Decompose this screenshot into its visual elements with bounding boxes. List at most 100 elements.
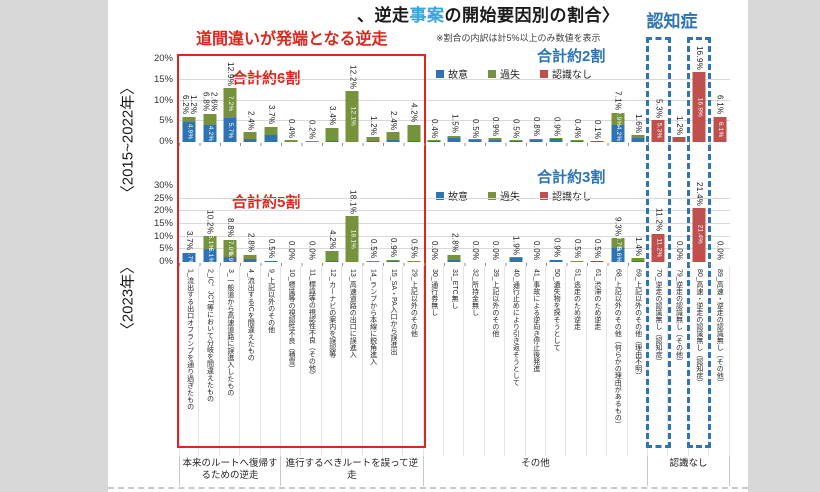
bar <box>345 186 359 262</box>
bar-column-68: 7.1% 2.9% 4.2% <box>607 59 627 142</box>
x-group-label: 認識なし <box>648 456 730 486</box>
bar-value-label: 8.8% <box>226 218 235 237</box>
bar-segment-negligence <box>549 138 563 140</box>
bar-segment-negligence <box>611 238 625 248</box>
bar-value-text: 0.9% <box>552 238 562 258</box>
x-axis-group-labels: 本来のルートへ復帰するための逆走 進行するべきルートを誤って逆走 その他 認識なし <box>179 456 730 486</box>
bar-segment-value: 5.1% <box>206 247 214 264</box>
x-category-label: 30_通行券無し <box>424 266 445 456</box>
bar-value-label: 0.4% <box>287 118 297 139</box>
bar-value-label: 0.5% <box>410 239 419 258</box>
bar-column-1: 6.2% 1.2% 4.9% <box>179 59 199 142</box>
bar-segment-deliberate <box>447 137 461 142</box>
legend-item-no-awareness: 認識なし <box>540 66 592 81</box>
bar-value-text: 0.1% <box>593 120 603 140</box>
bar-value-text: 0.4% <box>287 118 297 139</box>
bar-value-text: 0.0% <box>429 240 439 260</box>
bar-segment-value: 5.7% <box>227 122 235 138</box>
x-category-label: 15_SA・PA入口から誤進出 <box>383 266 404 456</box>
bar-column-10: 0.4% <box>281 59 301 142</box>
bar-column-11: 0.2% <box>301 59 321 142</box>
bar-segment-negligence <box>427 139 441 141</box>
bar-value-label: 18.1% <box>348 190 357 214</box>
bar-value-text: 1.2% <box>368 115 378 136</box>
bar-segment-no-awareness <box>713 116 727 142</box>
bar-value-text: 0.0% <box>491 240 501 260</box>
bar-column-13: 12.2% 12.1% <box>342 59 362 142</box>
bar-value-label: 0.4% <box>429 118 439 139</box>
y-tick-label: 20% <box>153 53 173 64</box>
bar <box>447 59 461 142</box>
bar-value-text: 0.4% <box>429 118 439 139</box>
bar-segment-deliberate <box>182 252 196 262</box>
bar-column-1: 3.7% 3.7% <box>179 186 199 265</box>
bar <box>651 186 665 262</box>
bar-value-text: 0.4% <box>572 118 582 139</box>
bar <box>570 59 584 142</box>
dementia-highlight-box-80 <box>687 37 712 448</box>
bar-column-12: 4.2% <box>322 186 342 262</box>
bar-column-69: 1.4% <box>628 186 648 262</box>
bar-value-label: 12.2% <box>348 65 358 90</box>
bar-value-text: 3.7% <box>185 231 195 251</box>
bar-value-label: 1.4% <box>634 237 643 256</box>
x-category-label: 89_高速・逆走の認識無し（その他） <box>709 266 730 456</box>
bar-column-4: 2.4% <box>240 59 260 142</box>
bar-segment-value: 5.1% <box>206 234 214 251</box>
page-title-post: の開始要因別の割合〉 <box>444 6 620 25</box>
bar-segment-deliberate <box>529 140 543 142</box>
bar-value-label: 6.1% <box>716 95 725 114</box>
y-tick-label: 10% <box>153 94 173 106</box>
bar-value-text: 1.2% <box>674 115 684 136</box>
bar-segment-value: 7.0% <box>227 240 235 257</box>
bar-segment-negligence <box>407 124 421 142</box>
bar-segment-value: 4.2% <box>614 125 622 142</box>
y-tick-label: 15% <box>153 218 173 229</box>
bar-segment-deliberate <box>243 138 257 142</box>
bar-value-label: 1.6% <box>634 114 643 133</box>
bar-column-30: 0.0% <box>424 186 444 262</box>
bar-segment-negligence <box>366 137 380 142</box>
x-category-text: 14_ランプから本線に鋭角進入 <box>369 269 377 365</box>
bar-segment-negligence <box>325 251 339 261</box>
legend-swatch-negligence-icon <box>488 191 496 200</box>
bar-segment-value: 3.7% <box>614 235 622 251</box>
bar-value-label: 4.2% <box>328 230 337 249</box>
bar-segment-negligence <box>264 126 278 136</box>
bar-value-label: 0.0% <box>716 241 725 260</box>
x-category-label: 29_上記以外のその他 <box>403 266 424 456</box>
bar-column-13: 18.1% 18.1% <box>342 186 362 262</box>
bar-segment-deliberate <box>407 141 421 142</box>
x-group-label: 本来のルートへ復帰するための逆走 <box>179 456 281 486</box>
bar-column-10: 0.0% <box>281 186 301 262</box>
bar-segment-negligence <box>611 112 625 125</box>
bar-value-text: 12.2% <box>348 65 358 90</box>
bar <box>223 59 237 142</box>
bar <box>611 59 625 142</box>
bar-value-label: 0.5% <box>471 119 480 138</box>
x-category-text: 40_通行止めにより引き返そうとして <box>512 269 520 386</box>
x-category-text: 89_高速・逆走の認識無し（その他） <box>716 269 724 386</box>
bar-segment-negligence <box>203 236 217 250</box>
bar-value-text: 0.5% <box>368 239 378 259</box>
x-category-text: 29_上記以外のその他 <box>410 269 418 337</box>
bar-column-11: 0.0% <box>301 186 321 262</box>
bar-value-label: 2.4% <box>246 110 256 131</box>
bar-segment-value: 1.9% <box>227 251 235 268</box>
bar-value-text: 2.4% <box>246 110 256 131</box>
legend-item-no-awareness: 認識なし <box>540 188 592 203</box>
x-category-text: 31_ETC無し <box>451 269 459 309</box>
x-category-text: 30_通行券無し <box>430 269 438 316</box>
bar-value-label: 6.2% 1.2% <box>181 95 198 114</box>
bar-segment-value: 4.9% <box>186 124 194 140</box>
bar-column-29: 4.2% <box>403 59 423 142</box>
bar-value-text: 0.2% <box>307 119 317 140</box>
bar-value-text: 0.0% <box>307 240 317 260</box>
bar-column-32: 0.0% <box>465 186 485 262</box>
bar-segment-negligence <box>203 113 217 125</box>
bar-segment-no-awareness <box>651 120 665 142</box>
bar-segment-deliberate <box>611 247 625 262</box>
x-category-text: 15_SA・PA入口から誤進出 <box>389 269 397 355</box>
bar-value-label: 21.4% <box>695 182 704 206</box>
bar-column-80: 21.4% 21.4% <box>689 182 709 262</box>
